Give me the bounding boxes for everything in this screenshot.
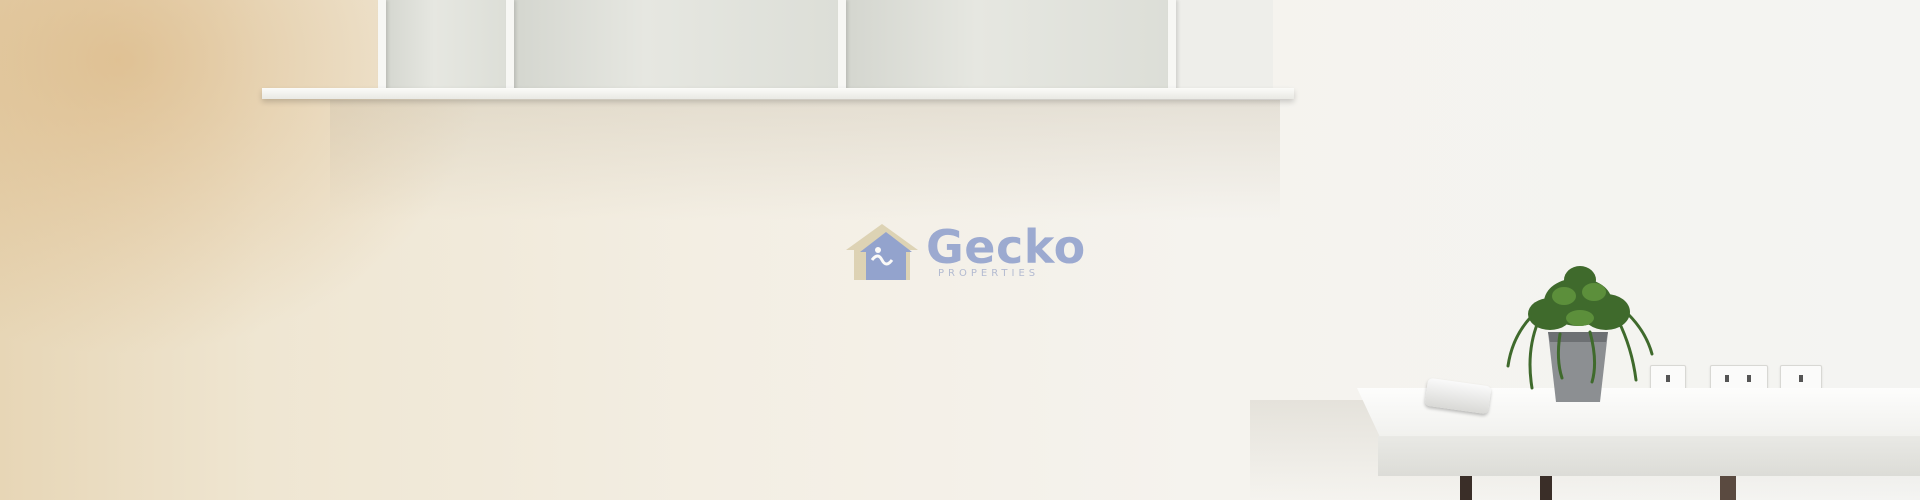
shelf-cubby	[384, 0, 510, 92]
desk-leg	[1460, 476, 1472, 500]
desk-leg	[1540, 476, 1552, 500]
wall-shelf	[378, 0, 1273, 92]
shelf-divider	[506, 0, 514, 92]
shelf-divider	[1168, 0, 1176, 92]
potted-plant-icon	[1506, 266, 1654, 402]
shelf-divider	[378, 0, 386, 92]
shelf-cubby	[1176, 0, 1273, 92]
shelf-cubby	[514, 0, 842, 92]
gecko-watermark: Gecko PROPERTIES	[842, 220, 1085, 284]
desk-edge	[1378, 436, 1920, 476]
wall-shadow	[330, 100, 1280, 220]
watermark-tagline: PROPERTIES	[938, 268, 1040, 279]
shelf-divider	[838, 0, 846, 92]
shelf-board	[262, 88, 1294, 99]
shelf-cubby	[846, 0, 1172, 92]
desk-leg	[1720, 476, 1736, 500]
house-logo-icon	[846, 224, 918, 280]
watermark-brand: Gecko	[926, 220, 1086, 274]
